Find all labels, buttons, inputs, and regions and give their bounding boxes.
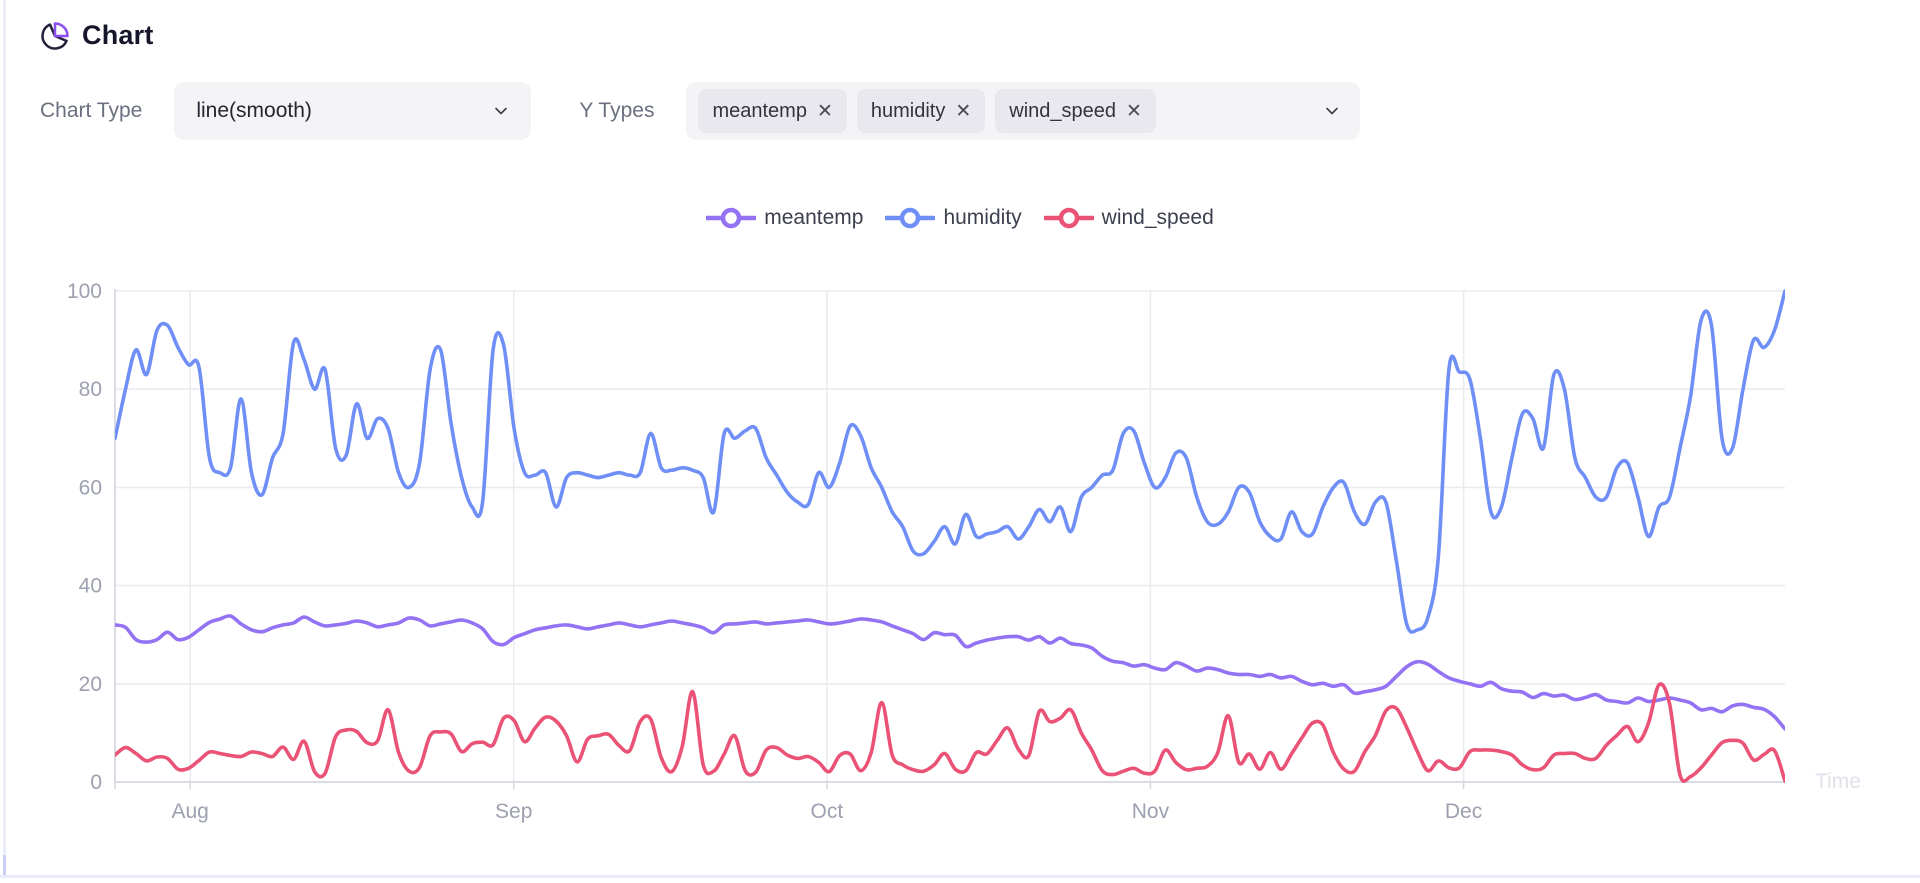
- y-tick-label: 60: [79, 476, 102, 499]
- page-title: Chart: [82, 20, 154, 50]
- y-tick-label: 0: [90, 771, 102, 794]
- y-types-select[interactable]: meantemp ✕ humidity ✕ wind_speed ✕: [686, 82, 1361, 140]
- series-line-wind_speed: [115, 682, 1785, 784]
- y-type-tag-label: meantemp: [712, 99, 807, 122]
- legend-label: meantemp: [764, 206, 864, 229]
- legend-item-humidity[interactable]: humidity: [885, 206, 1022, 230]
- chart-legend: meantemp humidity wind_speed: [0, 206, 1920, 230]
- series-line-humidity: [115, 289, 1785, 634]
- remove-tag-icon[interactable]: ✕: [955, 100, 972, 122]
- x-tick-label: Aug: [171, 800, 208, 823]
- legend-item-meantemp[interactable]: meantemp: [706, 206, 863, 230]
- left-scroll-track: [3, 0, 6, 878]
- chart-type-label: Chart Type: [40, 99, 143, 122]
- chevron-down-icon: [493, 103, 509, 119]
- x-tick-label: Dec: [1445, 800, 1482, 823]
- remove-tag-icon[interactable]: ✕: [816, 100, 833, 122]
- x-axis-name: Time: [1815, 770, 1861, 793]
- pie-chart-icon: [40, 21, 70, 51]
- left-scroll-thumb[interactable]: [3, 855, 6, 878]
- series-line-meantemp: [115, 614, 1785, 731]
- controls-row: Chart Type line(smooth) Y Types meantemp…: [40, 82, 1361, 140]
- chart-canvas: 0 20 40 60 80 100 Aug Sep Oct Nov Dec Time: [67, 280, 1861, 823]
- y-tick-label: 20: [79, 673, 102, 696]
- chart-type-value: line(smooth): [196, 99, 312, 122]
- legend-marker-icon: [1043, 207, 1094, 229]
- legend-item-wind_speed[interactable]: wind_speed: [1043, 206, 1214, 230]
- legend-marker-icon: [885, 207, 936, 229]
- legend-marker-icon: [706, 207, 757, 229]
- header: Chart: [40, 20, 154, 51]
- y-type-tag[interactable]: humidity ✕: [856, 89, 986, 133]
- remove-tag-icon[interactable]: ✕: [1126, 100, 1142, 122]
- chart-area: 0 20 40 60 80 100 Aug Sep Oct Nov Dec Time: [0, 230, 1920, 878]
- y-tick-label: 100: [67, 280, 102, 303]
- chart-type-select[interactable]: line(smooth): [174, 82, 532, 140]
- x-tick-label: Sep: [495, 800, 532, 823]
- bottom-divider: [0, 875, 1920, 878]
- legend-label: humidity: [943, 206, 1022, 229]
- legend-label: wind_speed: [1101, 206, 1214, 229]
- y-type-tag-label: humidity: [870, 99, 946, 122]
- y-types-label: Y Types: [579, 99, 655, 122]
- y-tick-label: 80: [79, 378, 102, 401]
- y-tick-label: 40: [79, 575, 102, 598]
- x-tick-label: Nov: [1132, 800, 1170, 823]
- y-type-tag[interactable]: meantemp ✕: [698, 89, 847, 133]
- y-type-tag[interactable]: wind_speed ✕: [995, 89, 1156, 133]
- chevron-down-icon: [1324, 103, 1340, 119]
- x-tick-label: Oct: [811, 800, 844, 823]
- y-type-tag-label: wind_speed: [1009, 99, 1117, 122]
